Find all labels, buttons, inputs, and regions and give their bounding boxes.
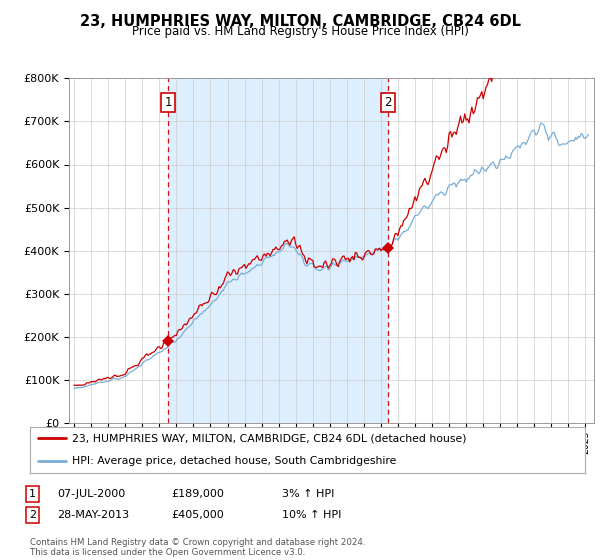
Text: HPI: Average price, detached house, South Cambridgeshire: HPI: Average price, detached house, Sout… (71, 456, 396, 466)
Text: 2: 2 (29, 510, 36, 520)
Text: Contains HM Land Registry data © Crown copyright and database right 2024.
This d: Contains HM Land Registry data © Crown c… (30, 538, 365, 557)
Text: Price paid vs. HM Land Registry's House Price Index (HPI): Price paid vs. HM Land Registry's House … (131, 25, 469, 38)
Text: 10% ↑ HPI: 10% ↑ HPI (282, 510, 341, 520)
Text: 07-JUL-2000: 07-JUL-2000 (57, 489, 125, 499)
Text: 2: 2 (384, 96, 392, 109)
Text: 3% ↑ HPI: 3% ↑ HPI (282, 489, 334, 499)
Text: 1: 1 (164, 96, 172, 109)
Text: £405,000: £405,000 (171, 510, 224, 520)
Text: 23, HUMPHRIES WAY, MILTON, CAMBRIDGE, CB24 6DL (detached house): 23, HUMPHRIES WAY, MILTON, CAMBRIDGE, CB… (71, 433, 466, 444)
Text: 1: 1 (29, 489, 36, 499)
Text: 28-MAY-2013: 28-MAY-2013 (57, 510, 129, 520)
Text: 23, HUMPHRIES WAY, MILTON, CAMBRIDGE, CB24 6DL: 23, HUMPHRIES WAY, MILTON, CAMBRIDGE, CB… (79, 14, 521, 29)
Text: £189,000: £189,000 (171, 489, 224, 499)
